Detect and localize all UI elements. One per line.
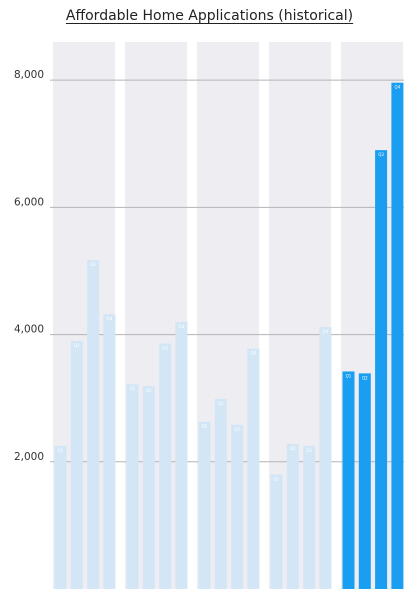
- bar-1-q2: [70, 340, 83, 589]
- bar-label: Q3: [90, 262, 96, 267]
- bar-label: Q4: [395, 85, 401, 90]
- bar-label: Q4: [323, 329, 329, 334]
- y-axis-ticks: 2,000 4,000 6,000 8,000: [14, 69, 44, 463]
- bar-1-q4: [103, 314, 116, 589]
- bar-label: Q3: [378, 152, 384, 157]
- bar-label: Q3: [234, 427, 240, 432]
- bar-label: Q1: [130, 386, 136, 391]
- bar-label: Q1: [346, 373, 352, 378]
- bar-label: Q3: [162, 345, 168, 350]
- y-tick-label: 6,000: [14, 196, 44, 208]
- bar-label: Q1: [202, 424, 208, 429]
- bar-5-q4: [391, 82, 404, 590]
- bar-label: Q2: [146, 388, 152, 393]
- bar-4-q4: [319, 326, 332, 589]
- bar-label: Q2: [290, 446, 296, 451]
- y-tick-label: 2,000: [14, 451, 44, 463]
- bar-3-q3: [231, 424, 244, 589]
- chart-title: Affordable Home Applications (historical…: [65, 8, 354, 24]
- bar-2-q4: [175, 321, 188, 589]
- bar-label: Q1: [274, 477, 280, 482]
- bar-3-q4: [247, 348, 260, 589]
- bar-label: Q2: [218, 401, 224, 406]
- bar-4-q2: [286, 443, 299, 589]
- bar-label: Q4: [179, 324, 185, 329]
- bar-4-q3: [303, 445, 316, 589]
- bar-2-q1: [126, 384, 139, 589]
- bar-3-q2: [214, 398, 227, 589]
- bar-2-q2: [142, 386, 155, 589]
- bar-label: Q4: [251, 351, 257, 356]
- bar-1-q3: [87, 260, 100, 589]
- bar-1-q1: [54, 445, 67, 589]
- bar-label: Q4: [107, 316, 113, 321]
- bar-4-q1: [270, 474, 283, 589]
- bar-5-q3: [375, 150, 388, 589]
- bars: Q1 Q2 Q3 Q4 Q1 Q2 Q3 Q4 Q1 Q2 Q3 Q4 Q1 Q2 Q3 Q4 Q1 Q2 Q3 Q4: [54, 82, 404, 590]
- y-tick-label: 8,000: [14, 69, 44, 81]
- bar-5-q1: [342, 371, 355, 589]
- bar-5-q2: [358, 373, 371, 589]
- bar-2-q3: [159, 343, 172, 589]
- bar-label: Q2: [74, 343, 80, 348]
- y-tick-label: 4,000: [14, 324, 44, 336]
- bar-label: Q2: [362, 375, 368, 380]
- bar-3-q1: [198, 421, 211, 589]
- bar-label: Q1: [58, 448, 64, 453]
- bar-label: Q3: [306, 448, 312, 453]
